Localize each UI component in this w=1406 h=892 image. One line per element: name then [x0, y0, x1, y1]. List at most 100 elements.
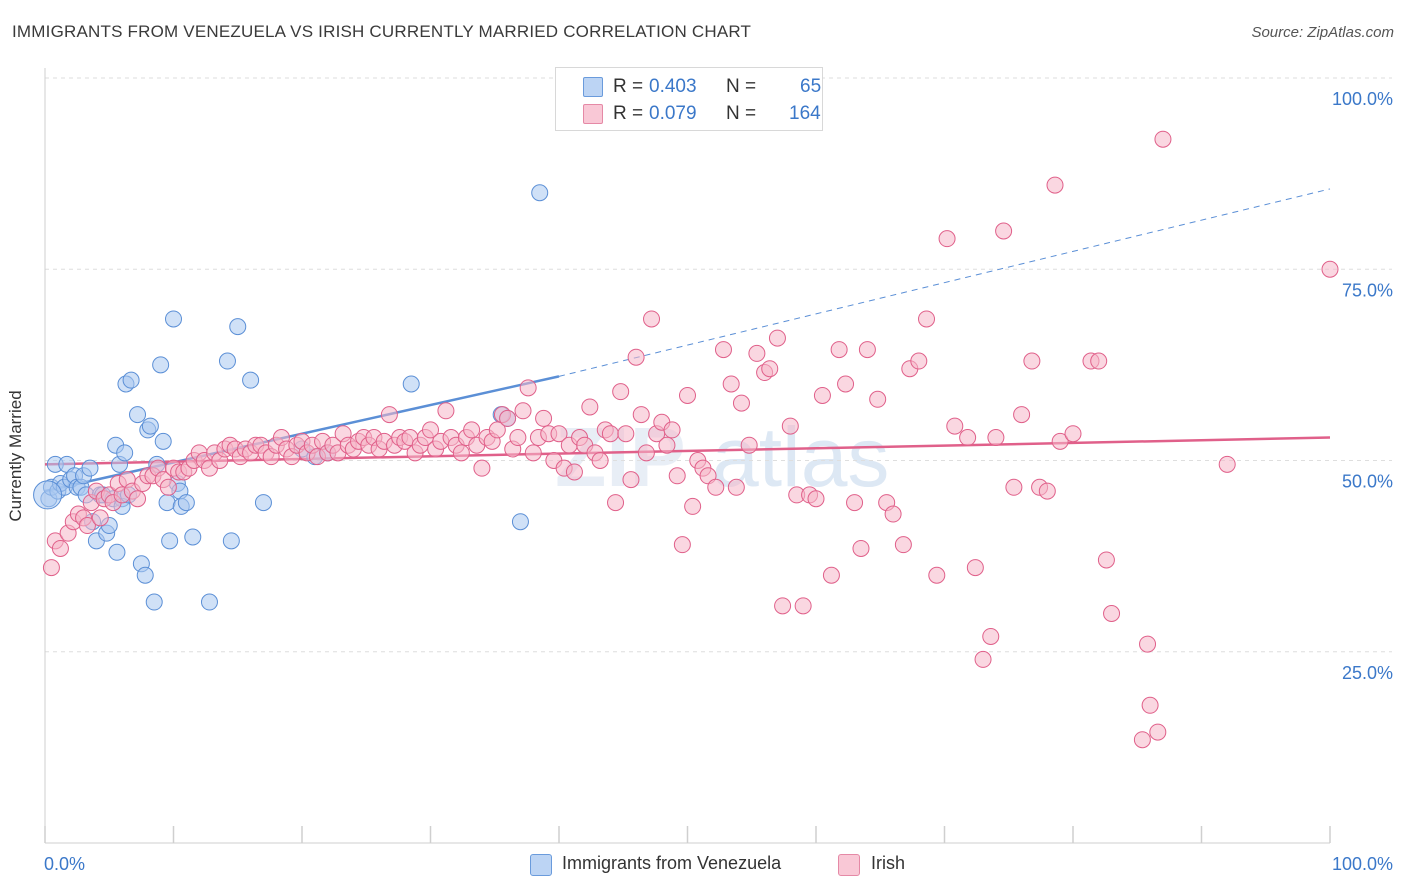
point-venezuela — [158, 494, 176, 512]
point-venezuela — [531, 184, 549, 202]
point-irish — [727, 478, 745, 496]
point-irish — [1141, 696, 1159, 714]
legend-label-venezuela: Immigrants from Venezuela — [562, 853, 782, 873]
point-irish — [714, 341, 732, 359]
point-irish — [959, 429, 977, 447]
point-irish — [668, 467, 686, 485]
n-value: 164 — [789, 103, 821, 124]
point-irish — [813, 386, 831, 404]
point-venezuela — [108, 543, 126, 561]
point-irish — [129, 490, 147, 508]
point-venezuela — [161, 532, 179, 550]
point-irish — [1046, 176, 1064, 194]
point-venezuela — [184, 528, 202, 546]
point-irish — [632, 406, 650, 424]
point-irish — [1218, 455, 1236, 473]
point-irish — [837, 375, 855, 393]
n-label: N = — [726, 103, 757, 124]
point-irish — [1064, 425, 1082, 443]
point-irish — [658, 436, 676, 454]
point-irish — [488, 421, 506, 439]
y-tick-label: 50.0% — [1342, 472, 1393, 492]
point-irish — [499, 409, 517, 427]
point-venezuela — [177, 494, 195, 512]
point-irish — [1154, 130, 1172, 148]
point-irish — [684, 497, 702, 515]
point-irish — [1139, 635, 1157, 653]
point-venezuela — [229, 318, 247, 336]
point-irish — [1023, 352, 1041, 370]
point-irish — [519, 379, 537, 397]
point-irish — [622, 471, 640, 489]
legend-row-venezuela: R = 0.403 N = 65 — [556, 75, 822, 99]
point-irish — [663, 421, 681, 439]
point-irish — [822, 566, 840, 584]
point-venezuela — [242, 371, 260, 389]
y-tick-label: 100.0% — [1332, 89, 1393, 109]
point-irish — [78, 517, 96, 535]
r-label: R = — [613, 76, 644, 97]
point-irish — [380, 406, 398, 424]
point-venezuela — [254, 494, 272, 512]
x-tick-label: 0.0% — [44, 854, 85, 874]
y-tick-label: 25.0% — [1342, 663, 1393, 683]
point-venezuela — [165, 310, 182, 328]
point-venezuela — [33, 480, 63, 510]
legend-swatch-irish — [583, 104, 603, 124]
point-irish — [627, 348, 645, 366]
point-irish — [982, 627, 1000, 645]
r-label: R = — [613, 103, 644, 124]
y-axis-label: Currently Married — [6, 390, 25, 522]
point-venezuela — [116, 444, 134, 462]
n-label: N = — [726, 76, 757, 97]
point-venezuela — [218, 352, 236, 370]
point-irish — [852, 539, 870, 557]
point-irish — [946, 417, 964, 435]
point-irish — [42, 559, 60, 577]
point-irish — [1133, 731, 1151, 749]
point-irish — [91, 509, 109, 527]
point-irish — [918, 310, 936, 328]
trend-line-irish — [44, 436, 1331, 466]
point-irish — [858, 341, 876, 359]
point-irish — [1051, 432, 1069, 450]
point-irish — [463, 421, 481, 439]
point-irish — [1005, 478, 1023, 496]
legend-swatch-irish — [838, 854, 860, 876]
point-irish — [550, 425, 568, 443]
point-irish — [830, 341, 848, 359]
point-irish — [732, 394, 750, 412]
point-irish — [473, 459, 491, 477]
point-irish — [1013, 406, 1031, 424]
point-irish — [928, 566, 946, 584]
chart-title: IMMIGRANTS FROM VENEZUELA VS IRISH CURRE… — [12, 22, 752, 41]
point-irish — [884, 505, 902, 523]
point-irish — [437, 402, 455, 420]
trend-line-extension-venezuela — [558, 188, 1331, 377]
point-irish — [794, 597, 812, 615]
point-irish — [722, 375, 740, 393]
point-irish — [565, 463, 583, 481]
n-value: 65 — [800, 76, 822, 97]
point-irish — [524, 444, 542, 462]
point-irish — [761, 360, 779, 378]
point-irish — [781, 417, 799, 435]
legend-swatch-venezuela — [583, 77, 603, 97]
legend-label-irish: Irish — [871, 853, 906, 873]
point-venezuela — [154, 432, 172, 450]
point-irish — [894, 536, 912, 554]
point-irish — [1103, 605, 1121, 622]
point-irish — [987, 429, 1005, 447]
legend-swatch-venezuela — [530, 854, 552, 876]
point-venezuela — [402, 375, 420, 393]
point-irish — [995, 222, 1013, 240]
point-irish — [748, 344, 766, 362]
point-irish — [1321, 260, 1339, 278]
point-irish — [51, 539, 69, 557]
point-irish — [617, 425, 635, 443]
point-irish — [974, 650, 992, 668]
point-irish — [673, 536, 691, 554]
point-venezuela — [152, 356, 170, 374]
point-irish — [509, 429, 527, 447]
point-irish — [612, 383, 630, 401]
